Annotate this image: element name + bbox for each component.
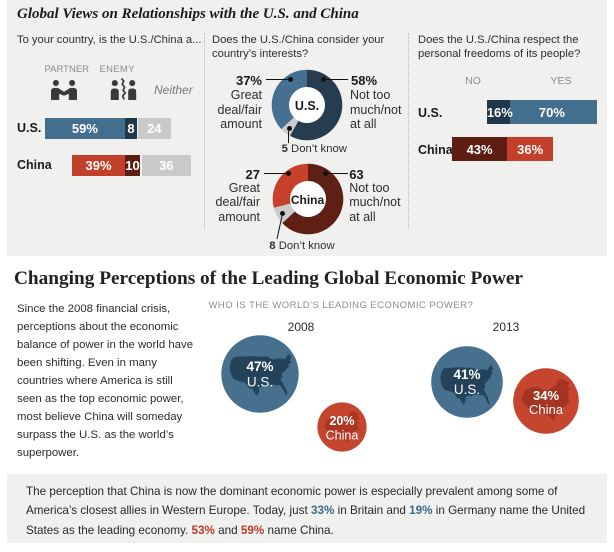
svg-text:U.S.: U.S. [454,382,480,397]
svg-text:41%: 41% [454,367,481,382]
svg-text:China: China [326,429,359,443]
svg-text:U.S.: U.S. [247,375,273,390]
svg-text:47%: 47% [247,359,274,374]
svg-text:China: China [529,402,564,417]
svg-text:20%: 20% [330,414,355,428]
svg-text:34%: 34% [533,388,559,403]
